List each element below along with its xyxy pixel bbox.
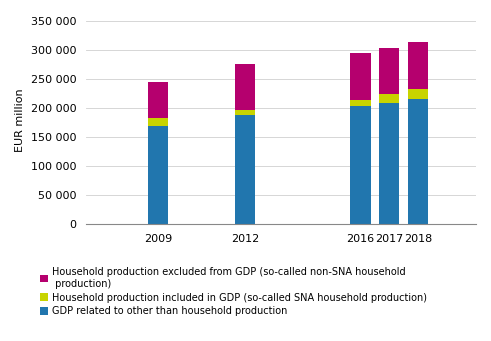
Bar xyxy=(148,125,168,224)
Legend: Household production excluded from GDP (so-called non-SNA household
 production): Household production excluded from GDP (… xyxy=(40,267,427,316)
Bar xyxy=(235,110,255,115)
Bar xyxy=(408,42,428,89)
Bar xyxy=(350,53,371,100)
Bar xyxy=(379,103,399,224)
Bar xyxy=(350,106,371,224)
Bar xyxy=(235,64,255,110)
Bar xyxy=(350,100,371,106)
Bar xyxy=(379,48,399,94)
Bar xyxy=(408,99,428,224)
Bar xyxy=(408,89,428,99)
Bar xyxy=(148,118,168,125)
Bar xyxy=(148,82,168,118)
Bar xyxy=(235,115,255,224)
Y-axis label: EUR million: EUR million xyxy=(15,88,25,151)
Bar xyxy=(379,94,399,103)
